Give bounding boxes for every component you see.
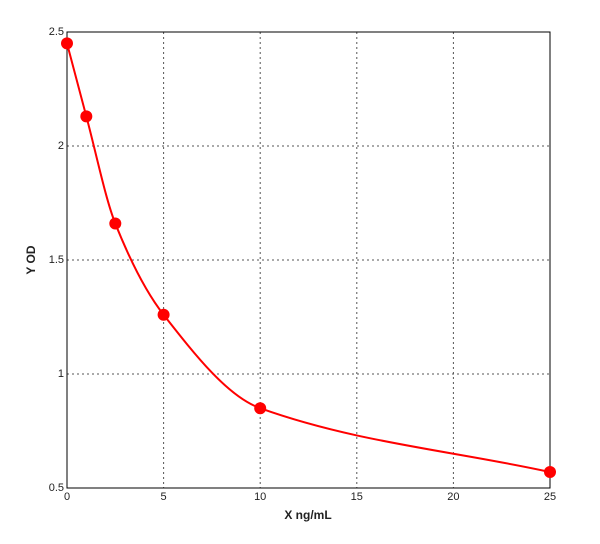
data-point xyxy=(157,308,170,321)
x-tick-label: 15 xyxy=(351,491,363,503)
x-axis-label: X ng/mL xyxy=(284,508,331,522)
x-tick-label: 20 xyxy=(447,491,459,503)
x-tick-label: 5 xyxy=(161,491,167,503)
y-tick-label: 2.5 xyxy=(49,26,64,38)
y-tick-label: 2 xyxy=(58,140,64,152)
x-tick-label: 10 xyxy=(254,491,266,503)
y-tick-label: 0.5 xyxy=(49,482,64,494)
x-tick-label: 25 xyxy=(544,491,556,503)
data-point xyxy=(254,402,267,415)
y-tick-label: 1.5 xyxy=(49,254,64,266)
data-point xyxy=(80,110,93,123)
x-tick-label: 0 xyxy=(64,491,70,503)
y-tick-label: 1 xyxy=(58,368,64,380)
data-point xyxy=(544,466,556,479)
data-point xyxy=(61,37,73,50)
y-axis-label: Y OD xyxy=(24,245,38,274)
data-point xyxy=(109,217,122,230)
plot-border xyxy=(66,31,551,489)
